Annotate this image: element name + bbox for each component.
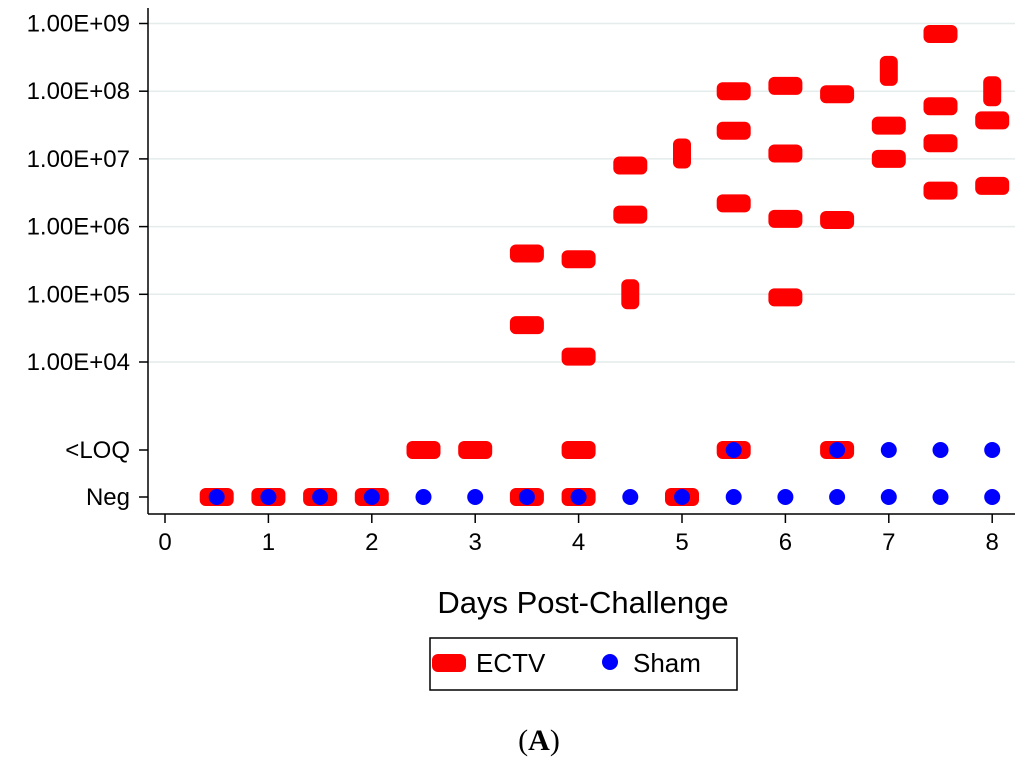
y-tick-label: 1.00E+05 xyxy=(27,281,130,308)
sham-point xyxy=(260,489,277,505)
sham-point xyxy=(363,489,380,505)
ectv-point xyxy=(768,209,803,228)
ectv-point xyxy=(871,116,906,135)
ectv-point xyxy=(716,121,751,140)
ectv-point xyxy=(716,82,751,101)
sham-point xyxy=(622,489,639,505)
x-tick-label: 1 xyxy=(262,529,275,556)
sham-point xyxy=(518,489,535,505)
sham-point xyxy=(777,489,794,505)
ectv-point xyxy=(820,211,855,230)
sham-point xyxy=(674,489,690,505)
grid-lines xyxy=(148,22,1015,363)
sham-point xyxy=(984,442,1001,458)
ectv-point xyxy=(975,111,1010,130)
ectv-point xyxy=(673,138,691,169)
ectv-point xyxy=(923,181,958,200)
sham-point xyxy=(725,489,742,505)
x-tick-label: 5 xyxy=(675,529,688,556)
y-tick-label: 1.00E+08 xyxy=(27,78,130,105)
plot-frame xyxy=(147,8,1015,515)
sham-point xyxy=(829,442,846,458)
ectv-point xyxy=(820,85,855,104)
sham-point xyxy=(880,442,897,458)
x-tick-label: 6 xyxy=(779,529,792,556)
y-tick-label: <LOQ xyxy=(65,437,130,464)
legend-ectv-label: ECTV xyxy=(476,648,546,678)
ectv-point xyxy=(561,441,596,459)
x-axis-title: Days Post-Challenge xyxy=(437,585,728,620)
sham-point xyxy=(932,489,949,505)
ectv-point xyxy=(768,144,803,163)
legend-sham-label: Sham xyxy=(633,648,701,678)
ectv-point xyxy=(509,244,544,263)
legend-sham-swatch xyxy=(602,654,618,670)
sham-point xyxy=(467,489,484,505)
ectv-point xyxy=(923,24,958,43)
panel-label: (A) xyxy=(518,724,560,757)
ectv-point xyxy=(923,134,958,153)
y-axis: Neg <LOQ 1.00E+04 1.00E+05 1.00E+06 1.00E+07 1… xyxy=(27,11,148,511)
data-marks xyxy=(199,24,1010,506)
x-tick-label: 8 xyxy=(986,529,999,556)
legend-ectv-swatch xyxy=(432,654,466,672)
sham-point xyxy=(984,489,1001,505)
ectv-point xyxy=(613,156,648,175)
x-tick-label: 0 xyxy=(158,529,171,556)
x-tick-label: 2 xyxy=(365,529,378,556)
y-tick-label: 1.00E+09 xyxy=(27,11,130,38)
sham-point xyxy=(829,489,846,505)
ectv-point xyxy=(621,279,640,310)
y-tick-label: 1.00E+07 xyxy=(27,146,130,173)
x-axis: 0 1 2 3 4 5 6 7 8 xyxy=(158,514,999,556)
ectv-point xyxy=(561,347,596,366)
legend-box xyxy=(429,637,738,691)
ectv-point xyxy=(768,288,803,307)
ectv-point xyxy=(613,205,648,224)
ectv-point xyxy=(871,149,906,168)
sham-point xyxy=(312,489,329,505)
ectv-point xyxy=(406,441,441,459)
ectv-point xyxy=(975,176,1010,195)
sham-point xyxy=(725,442,742,458)
ectv-point xyxy=(983,76,1002,107)
x-tick-label: 4 xyxy=(572,529,585,556)
y-tick-label: 1.00E+04 xyxy=(27,349,130,376)
ectv-point xyxy=(879,55,898,86)
sham-point xyxy=(570,489,587,505)
ectv-point xyxy=(561,250,596,269)
x-tick-label: 7 xyxy=(882,529,895,556)
sham-point xyxy=(880,489,897,505)
ectv-point xyxy=(768,76,803,95)
y-tick-label: 1.00E+06 xyxy=(27,214,130,241)
ectv-point xyxy=(716,194,751,213)
sham-point xyxy=(208,489,225,505)
legend: ECTV Sham xyxy=(429,637,738,691)
sham-point xyxy=(415,489,432,505)
y-tick-label: Neg xyxy=(86,484,130,511)
x-tick-label: 3 xyxy=(469,529,482,556)
ectv-point xyxy=(923,97,958,116)
sham-point xyxy=(932,442,949,458)
ectv-point xyxy=(509,316,544,335)
ectv-point xyxy=(458,441,493,459)
